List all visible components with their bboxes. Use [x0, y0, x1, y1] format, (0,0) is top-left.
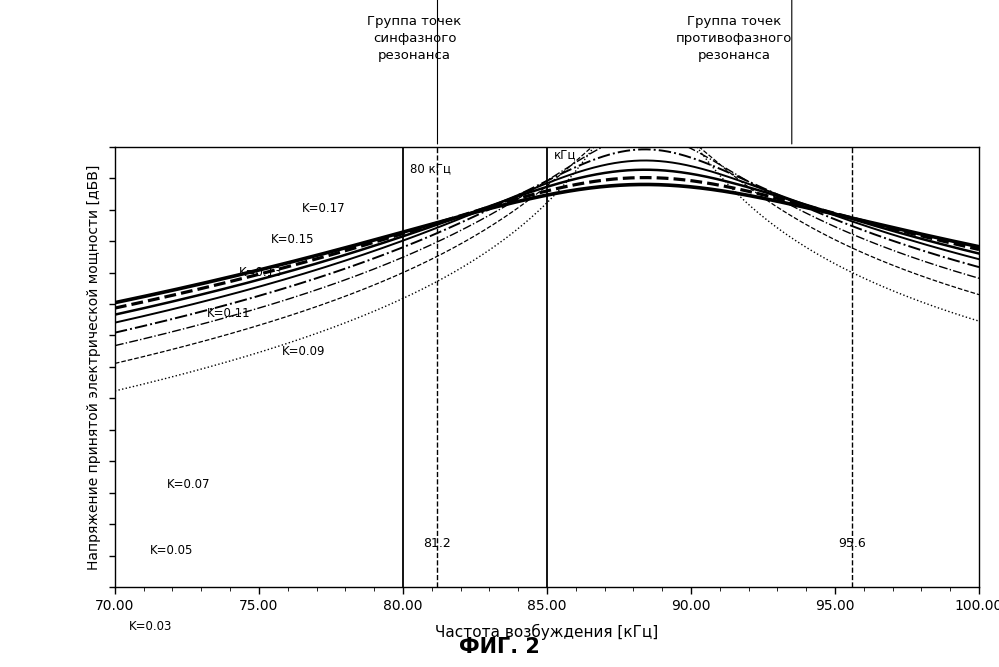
Text: K=0.17: K=0.17 [302, 202, 346, 215]
Text: Группа точек
синфазного
резонанса: Группа точек синфазного резонанса [368, 15, 462, 61]
Y-axis label: Напряжение принятой электрической мощности [дБВ]: Напряжение принятой электрической мощнос… [87, 164, 101, 570]
Text: K=0.05: K=0.05 [150, 544, 193, 556]
Text: 80 кГц: 80 кГц [411, 163, 451, 175]
Text: K=0.11: K=0.11 [207, 307, 251, 319]
Text: кГц: кГц [554, 149, 576, 161]
Text: K=0.15: K=0.15 [271, 233, 314, 246]
Text: ФИГ. 2: ФИГ. 2 [460, 637, 539, 657]
X-axis label: Частота возбуждения [кГц]: Частота возбуждения [кГц] [436, 624, 658, 640]
Text: K=0.03: K=0.03 [129, 620, 173, 633]
Text: K=0.07: K=0.07 [167, 478, 210, 491]
Text: 81.2: 81.2 [424, 537, 452, 550]
Text: K=0.09: K=0.09 [282, 346, 326, 358]
Text: 95.6: 95.6 [838, 537, 866, 550]
Text: Группа точек
противофазного
резонанса: Группа точек противофазного резонанса [676, 15, 792, 61]
Text: K=0.13: K=0.13 [239, 266, 283, 279]
